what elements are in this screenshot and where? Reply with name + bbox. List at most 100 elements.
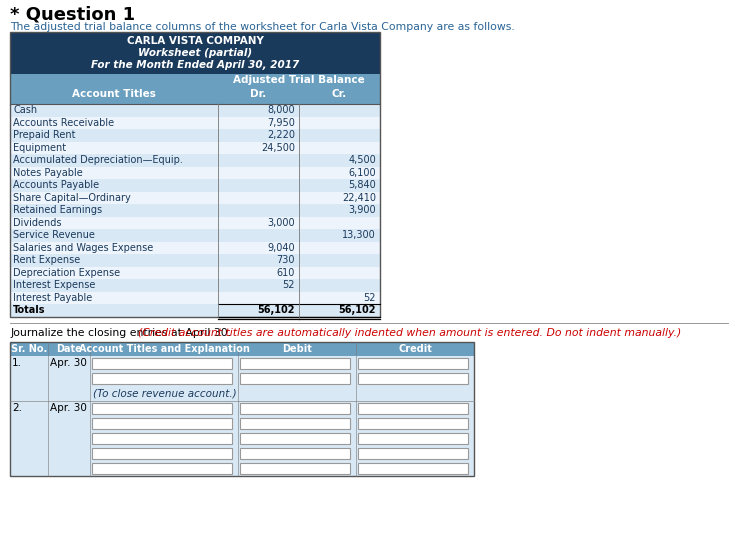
Bar [92,402,232,414]
Bar [10,341,474,476]
Text: 24,500: 24,500 [261,143,295,153]
Text: 56,102: 56,102 [258,305,295,315]
Text: 3,000: 3,000 [267,218,295,228]
Bar [10,104,380,117]
Text: Apr. 30: Apr. 30 [50,358,87,368]
Text: Dr.: Dr. [250,89,266,99]
Text: Totals: Totals [13,305,46,315]
Text: 22,410: 22,410 [342,193,376,202]
Bar [10,355,474,401]
Text: Credit: Credit [398,343,432,354]
Bar [10,341,474,355]
Text: Dividends: Dividends [13,218,61,228]
Bar [10,117,380,129]
Text: 2,220: 2,220 [267,130,295,140]
Text: Notes Payable: Notes Payable [13,168,83,178]
Text: Interest Expense: Interest Expense [13,280,95,291]
Text: 1.: 1. [12,358,22,368]
Text: The adjusted trial balance columns of the worksheet for Carla Vista Company are : The adjusted trial balance columns of th… [10,22,514,32]
Text: 730: 730 [277,255,295,265]
Bar [10,279,380,292]
Text: 52: 52 [283,280,295,291]
Bar [10,166,380,179]
Bar [358,433,468,443]
Bar [358,357,468,368]
Text: Equipment: Equipment [13,143,66,153]
Bar [10,401,474,476]
Text: Cash: Cash [13,105,37,115]
Text: (To close revenue account.): (To close revenue account.) [93,388,237,398]
Text: 13,300: 13,300 [342,230,376,240]
Text: Accounts Payable: Accounts Payable [13,180,99,190]
Text: Account Titles: Account Titles [72,89,156,99]
Bar [10,229,380,241]
Bar [10,192,380,204]
Bar [240,417,350,429]
Bar [10,254,380,267]
Bar [240,402,350,414]
Bar [10,141,380,154]
Text: 5,840: 5,840 [348,180,376,190]
Bar [358,448,468,458]
Text: Account Titles and Explanation: Account Titles and Explanation [78,343,249,354]
Text: Salaries and Wages Expense: Salaries and Wages Expense [13,243,154,253]
Text: 56,102: 56,102 [339,305,376,315]
Bar [10,292,380,304]
Bar [240,433,350,443]
Text: * Question 1: * Question 1 [10,5,135,23]
Bar [92,433,232,443]
Text: 8,000: 8,000 [267,105,295,115]
Bar [92,448,232,458]
Text: 9,040: 9,040 [267,243,295,253]
Text: (Credit account titles are automatically indented when amount is entered. Do not: (Credit account titles are automatically… [138,327,681,338]
Bar [92,417,232,429]
Text: 52: 52 [364,293,376,303]
Text: Journalize the closing entries at April 30.: Journalize the closing entries at April … [10,327,235,338]
Text: 2.: 2. [12,403,22,413]
Bar [10,32,380,74]
Bar [10,179,380,192]
Text: Prepaid Rent: Prepaid Rent [13,130,75,140]
Bar [10,241,380,254]
Text: Adjusted Trial Balance: Adjusted Trial Balance [233,75,365,85]
Text: Service Revenue: Service Revenue [13,230,95,240]
Text: Interest Payable: Interest Payable [13,293,92,303]
Text: Apr. 30: Apr. 30 [50,403,87,413]
Text: For the Month Ended April 30, 2017: For the Month Ended April 30, 2017 [91,60,299,70]
Bar [240,357,350,368]
Bar [358,417,468,429]
Bar [10,88,380,104]
Text: Cr.: Cr. [332,89,347,99]
Text: Retained Earnings: Retained Earnings [13,205,102,215]
Bar [10,304,380,316]
Bar [10,154,380,166]
Text: Worksheet (partial): Worksheet (partial) [138,48,252,58]
Bar [92,357,232,368]
Text: Sr. No.: Sr. No. [11,343,47,354]
Bar [10,32,380,316]
Text: 610: 610 [277,268,295,278]
Text: Date: Date [56,343,82,354]
Bar [358,462,468,474]
Bar [240,462,350,474]
Bar [10,217,380,229]
Text: Share Capital—Ordinary: Share Capital—Ordinary [13,193,131,202]
Text: 4,500: 4,500 [348,156,376,165]
Text: Depreciation Expense: Depreciation Expense [13,268,120,278]
Text: Accounts Receivable: Accounts Receivable [13,118,114,128]
Text: Accumulated Depreciation—Equip.: Accumulated Depreciation—Equip. [13,156,183,165]
Text: 6,100: 6,100 [348,168,376,178]
Text: 7,950: 7,950 [267,118,295,128]
Text: Debit: Debit [282,343,312,354]
Text: Rent Expense: Rent Expense [13,255,80,265]
Bar [92,462,232,474]
Bar [10,129,380,141]
Text: CARLA VISTA COMPANY: CARLA VISTA COMPANY [126,36,263,46]
Bar [240,373,350,383]
Bar [358,402,468,414]
Bar [92,373,232,383]
Bar [10,204,380,217]
Bar [10,74,380,88]
Bar [10,267,380,279]
Bar [240,448,350,458]
